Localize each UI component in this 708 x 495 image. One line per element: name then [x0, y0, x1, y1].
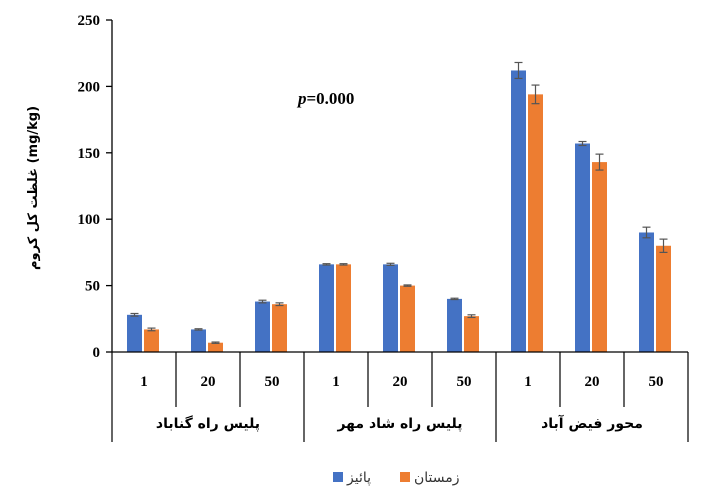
bar-winter [336, 264, 351, 352]
legend-label-winter: زمستان [414, 470, 460, 486]
x-group-label: محور فیض آباد [541, 414, 643, 432]
x-tick-label: 50 [265, 374, 280, 390]
y-axis-title: غلظت کل کروم (mg/kg) [26, 106, 41, 270]
legend-label-autumn: پائیز [346, 470, 371, 486]
y-tick-label: 50 [85, 279, 100, 295]
bar-winter [464, 316, 479, 352]
bar-autumn [639, 232, 654, 352]
bar-autumn [447, 298, 462, 352]
y-tick-label: 0 [93, 345, 101, 361]
x-tick-label: 1 [332, 374, 340, 390]
y-tick-label: 100 [78, 212, 101, 228]
bar-autumn [511, 70, 526, 353]
x-tick-label: 1 [524, 374, 532, 390]
bar-winter [528, 94, 543, 353]
bar-autumn [319, 264, 334, 352]
legend: پائیز زمستان [333, 470, 460, 486]
x-tick-label: 50 [649, 374, 664, 390]
legend-swatch-winter [400, 472, 410, 482]
bar-autumn [575, 143, 590, 352]
x-tick-label: 20 [201, 374, 216, 390]
bar-winter [208, 342, 223, 352]
bar-winter [400, 285, 415, 352]
bar-autumn [383, 264, 398, 352]
bar-autumn [191, 329, 206, 352]
bar-winter [656, 245, 671, 352]
p-value-annotation: p=0.000 [296, 89, 354, 108]
x-tick-label: 1 [140, 374, 148, 390]
y-tick-label: 150 [78, 146, 101, 162]
bar-winter [592, 162, 607, 352]
x-tick-label: 50 [457, 374, 472, 390]
bar-winter [144, 329, 159, 352]
bar-autumn [127, 314, 142, 352]
legend-swatch-autumn [333, 472, 343, 482]
x-tick-label: 20 [585, 374, 600, 390]
x-tick-label: 20 [393, 374, 408, 390]
y-tick-label: 250 [78, 13, 101, 29]
bars [127, 61, 671, 353]
x-axis: 1 20 50 1 20 50 1 20 50 پلیس راه گناباد پلیس راه ش… [111, 351, 689, 442]
x-group-label: پلیس راه گناباد [156, 415, 260, 432]
p-value-text: =0.000 [307, 89, 355, 108]
y-axis: 0 50 100 150 200 250 [78, 13, 113, 361]
y-tick-label: 200 [78, 79, 101, 95]
x-group-label: پلیس راه شاد مهر [336, 416, 462, 432]
p-value-prefix: p [296, 89, 307, 108]
bar-autumn [255, 301, 270, 352]
bar-winter [272, 304, 287, 352]
